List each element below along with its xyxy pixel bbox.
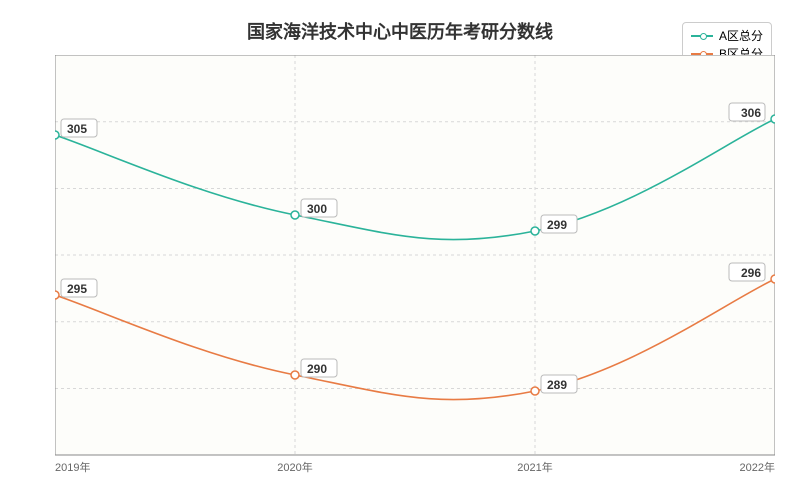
chart-title: 国家海洋技术中心中医历年考研分数线 xyxy=(247,18,553,44)
svg-text:2022年: 2022年 xyxy=(740,460,775,474)
legend-line-a xyxy=(691,35,713,37)
svg-text:2019年: 2019年 xyxy=(55,460,90,474)
svg-text:289: 289 xyxy=(547,378,567,392)
svg-text:2021年: 2021年 xyxy=(517,460,552,474)
legend-label-a: A区总分 xyxy=(719,27,763,45)
svg-text:296: 296 xyxy=(741,266,761,280)
plot-svg: 285289.16293.33297.5301.66305.833102019年… xyxy=(55,55,775,475)
svg-text:300: 300 xyxy=(307,202,327,216)
plot-area: 285289.16293.33297.5301.66305.833102019年… xyxy=(55,55,775,455)
chart-container: 国家海洋技术中心中医历年考研分数线 A区总分 B区总分 285289.16293… xyxy=(0,0,800,500)
svg-text:290: 290 xyxy=(307,362,327,376)
legend-item-a: A区总分 xyxy=(691,27,763,45)
svg-text:295: 295 xyxy=(67,282,87,296)
svg-text:305: 305 xyxy=(67,122,87,136)
svg-text:2020年: 2020年 xyxy=(277,460,312,474)
svg-text:306: 306 xyxy=(741,106,761,120)
svg-text:299: 299 xyxy=(547,218,567,232)
